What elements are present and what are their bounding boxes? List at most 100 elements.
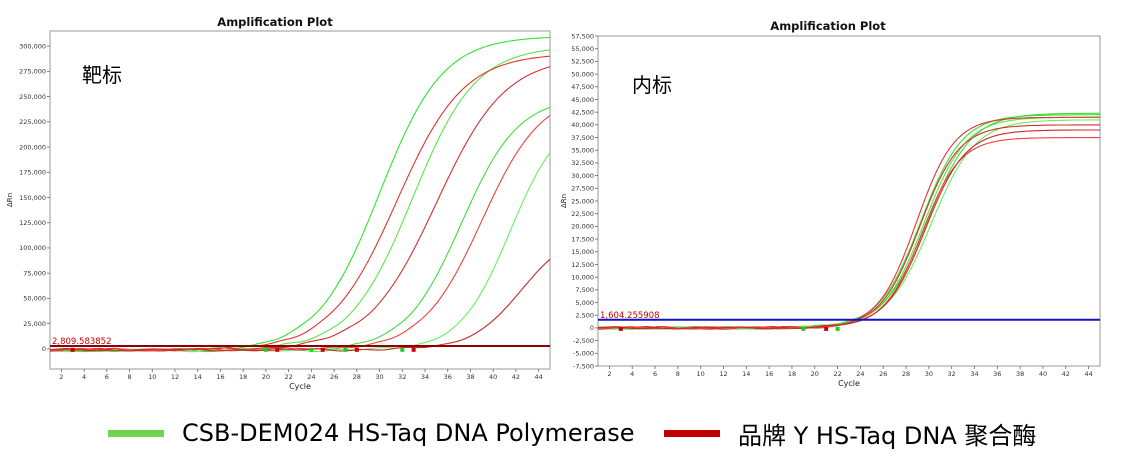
y-tick-label: 100,000 (19, 244, 46, 252)
y-tick-label: 27,500 (571, 185, 594, 193)
chart-legend: CSB-DEM024 HS-Taq DNA Polymerase 品牌 Y HS… (0, 410, 1122, 456)
legend-label-csb: CSB-DEM024 HS-Taq DNA Polymerase (182, 419, 635, 447)
y-tick-label: 12,500 (571, 261, 594, 269)
x-tick-label: 22 (284, 373, 292, 381)
y-tick-label: 42,500 (571, 108, 594, 116)
x-tick-label: 6 (105, 373, 109, 381)
y-tick-label: 225,000 (19, 118, 46, 126)
ct-marker (309, 347, 314, 352)
series-line-brand-y (49, 258, 551, 352)
y-tick-label: -7,500 (573, 362, 594, 370)
annotation-text: 内标 (632, 73, 672, 97)
y-tick-label: 7,500 (575, 286, 594, 294)
y-tick-label: 45,000 (571, 96, 594, 104)
x-tick-label: 18 (239, 373, 247, 381)
y-tick-label: 22,500 (571, 210, 594, 218)
x-tick-label: 32 (948, 370, 956, 378)
y-tick-label: 50,000 (23, 295, 46, 303)
y-tick-label: 52,500 (571, 58, 594, 66)
x-tick-label: 24 (307, 373, 315, 381)
x-tick-label: 4 (630, 370, 634, 378)
legend-swatch-brand-y (664, 429, 720, 437)
amplification-plot-internal-control: Amplification Plot 内标 -7,500 -5,000 -2,500 0 2… (560, 19, 1101, 388)
x-tick-label: 44 (1084, 370, 1092, 378)
x-tick-label: 28 (902, 370, 910, 378)
x-tick-label: 42 (1062, 370, 1070, 378)
legend-item-csb: CSB-DEM024 HS-Taq DNA Polymerase (108, 410, 635, 456)
x-tick-label: 14 (742, 370, 750, 378)
ct-marker (411, 347, 416, 352)
chart-title: Amplification Plot (770, 19, 886, 33)
ct-marker (801, 326, 806, 331)
x-tick-label: 20 (262, 373, 270, 381)
x-tick-label: 8 (127, 373, 131, 381)
ct-marker (835, 326, 840, 331)
x-tick-label: 16 (216, 373, 224, 381)
x-tick-label: 10 (148, 373, 156, 381)
y-tick-label: 5,000 (575, 299, 594, 307)
ct-marker (263, 347, 268, 352)
y-tick-label: 200,000 (19, 143, 46, 151)
y-tick-label: 30,000 (571, 172, 594, 180)
y-tick-label: 25,000 (571, 197, 594, 205)
y-tick-label: 10,000 (571, 273, 594, 281)
y-tick-label: 35,000 (571, 147, 594, 155)
y-tick-label: 125,000 (19, 219, 46, 227)
ct-marker (824, 326, 829, 331)
x-tick-label: 4 (82, 373, 86, 381)
y-tick-label: 300,000 (19, 42, 46, 50)
x-tick-label: 2 (59, 373, 63, 381)
x-tick-label: 40 (1039, 370, 1047, 378)
chart-title: Amplification Plot (217, 15, 333, 29)
x-tick-label: 28 (353, 373, 361, 381)
y-tick-label: 37,500 (571, 134, 594, 142)
y-tick-label: 0 (590, 324, 594, 332)
amplification-charts: Amplification Plot靶标025,00050,00075,0001… (6, 15, 1101, 391)
x-axis-label: Cycle (289, 382, 311, 391)
x-tick-label: 44 (534, 373, 542, 381)
x-tick-label: 2 (607, 370, 611, 378)
annotation-box (628, 60, 708, 108)
ct-marker (275, 347, 280, 352)
y-tick-label: 32,500 (571, 159, 594, 167)
x-tick-label: 26 (330, 373, 338, 381)
annotation-box (78, 48, 158, 104)
y-tick-label: 75,000 (23, 269, 46, 277)
ct-marker (320, 347, 325, 352)
series-line-brand-y (597, 129, 1100, 330)
x-tick-label: 38 (466, 373, 474, 381)
y-axis-label: ΔRn (6, 193, 14, 207)
legend-label-brand-y: 品牌 Y HS-Taq DNA 聚合酶 (738, 421, 1037, 450)
y-tick-label: 20,000 (571, 223, 594, 231)
x-tick-label: 20 (811, 370, 819, 378)
ct-marker (400, 347, 405, 352)
y-tick-label: 250,000 (19, 93, 46, 101)
x-tick-label: 34 (421, 373, 429, 381)
x-tick-label: 12 (719, 370, 727, 378)
ct-marker (70, 347, 75, 352)
x-tick-label: 10 (697, 370, 705, 378)
x-tick-label: 42 (512, 373, 520, 381)
x-tick-label: 32 (398, 373, 406, 381)
x-tick-label: 26 (879, 370, 887, 378)
y-axis-label: ΔRn (560, 194, 568, 208)
amplification-plot-target: Amplification Plot 靶标 0 25,000 50,000 75,000 1… (6, 15, 551, 391)
y-tick-label: 175,000 (19, 169, 46, 177)
y-tick-label: 50,000 (571, 70, 594, 78)
y-tick-label: 17,500 (571, 235, 594, 243)
x-axis-label: Cycle (838, 379, 860, 388)
y-tick-label: 25,000 (23, 320, 46, 328)
x-tick-label: 30 (925, 370, 933, 378)
y-tick-label: 15,000 (571, 248, 594, 256)
x-tick-label: 22 (833, 370, 841, 378)
x-tick-label: 34 (970, 370, 978, 378)
x-tick-label: 40 (489, 373, 497, 381)
ct-marker (618, 326, 623, 331)
x-tick-label: 18 (788, 370, 796, 378)
y-tick-label: 150,000 (19, 194, 46, 202)
threshold-label: 2,809.583852 (52, 337, 111, 347)
y-tick-label: 57,500 (571, 32, 594, 40)
ct-marker (354, 347, 359, 352)
annotation-text: 靶标 (82, 63, 122, 87)
y-tick-label: 55,000 (571, 45, 594, 53)
